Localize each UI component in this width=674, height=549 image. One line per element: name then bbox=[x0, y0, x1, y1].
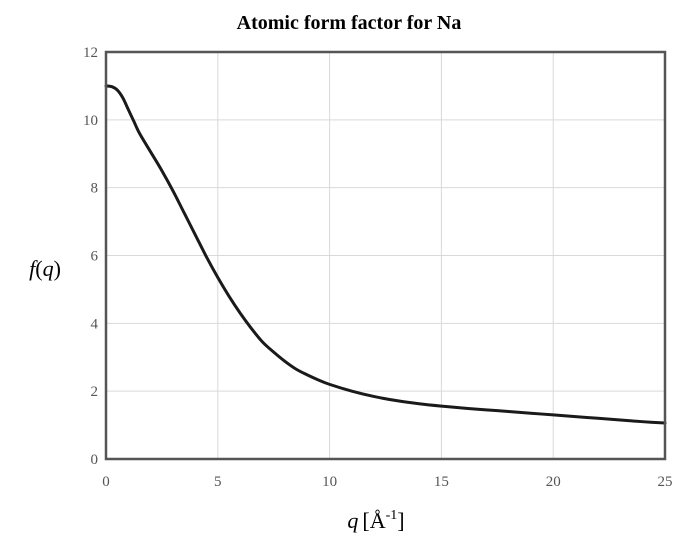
plot-frame bbox=[104, 50, 667, 461]
x-tick-label: 25 bbox=[658, 474, 673, 490]
y-tick-label: 10 bbox=[83, 113, 98, 129]
y-tick-label: 4 bbox=[91, 316, 99, 332]
y-tick-label: 0 bbox=[91, 452, 99, 468]
x-tick-labels: 0 5 10 15 20 25 bbox=[102, 474, 672, 490]
x-axis-label: q [Å-1] bbox=[347, 508, 404, 533]
y-tick-label: 8 bbox=[91, 181, 99, 197]
y-axis-label-var: f bbox=[29, 256, 38, 281]
series-line bbox=[104, 84, 667, 425]
y-tick-label: 6 bbox=[91, 249, 99, 265]
x-tick-label: 0 bbox=[102, 474, 110, 490]
x-axis-label-unit-sup: -1 bbox=[386, 508, 398, 523]
chart-title: Atomic form factor for Na bbox=[237, 12, 462, 34]
y-tick-label: 2 bbox=[91, 384, 99, 400]
y-axis-label-open: ( bbox=[35, 256, 42, 281]
x-tick-label: 5 bbox=[214, 474, 222, 490]
x-axis-label-var: q bbox=[347, 508, 358, 533]
y-tick-labels: 0 2 4 6 8 10 12 bbox=[83, 45, 99, 468]
y-axis-label-close: ) bbox=[54, 256, 61, 281]
y-axis-label-arg: q bbox=[43, 256, 54, 281]
x-tick-label: 15 bbox=[434, 474, 449, 490]
y-axis-label: f(q) bbox=[29, 256, 61, 281]
x-axis-label-unit-open: [Å bbox=[362, 508, 385, 533]
x-axis-label-unit-close: ] bbox=[397, 508, 404, 533]
y-tick-label: 12 bbox=[83, 45, 98, 61]
x-tick-label: 20 bbox=[546, 474, 561, 490]
x-tick-label: 10 bbox=[322, 474, 337, 490]
